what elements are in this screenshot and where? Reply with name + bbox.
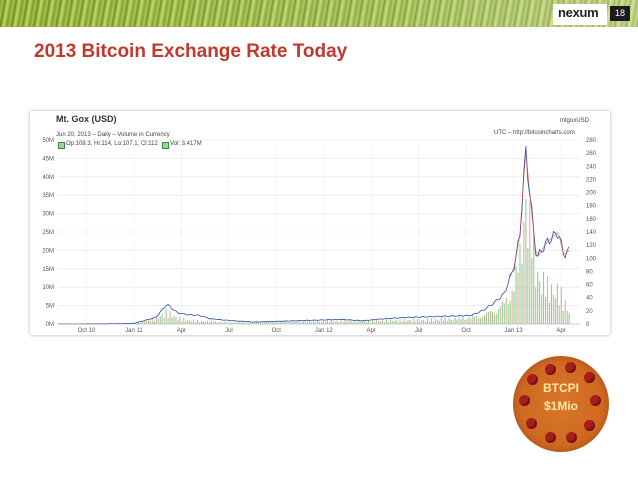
y-right-tick-label: 240 — [586, 164, 597, 170]
pepperoni — [584, 420, 595, 431]
x-tick-label: Jan 12 — [315, 328, 334, 334]
ohlc-legend: Op:108.3, Hi:114, Lo:107.1, Cl:112 — [66, 141, 158, 147]
y-left-tick-label: 20M — [42, 248, 54, 254]
nexum-logo: nexum — [558, 5, 599, 20]
x-tick-label: Oct — [461, 328, 471, 334]
pizza-label-btcpi: BTCPI — [543, 381, 579, 395]
y-left-tick-label: 45M — [42, 156, 54, 162]
price-series-line — [58, 146, 570, 325]
axis-labels: 0M 5M 10M 15M 20M 25M 30M 35M 40M 45M 50M 0 20 40 60 80… — [42, 138, 596, 334]
pepperoni — [566, 432, 577, 443]
x-tick-label: Apr — [556, 328, 565, 334]
x-tick-label: Jul — [225, 328, 233, 334]
y-right-tick-label: 260 — [586, 151, 597, 157]
x-tick-label: Jan 11 — [125, 328, 143, 334]
y-right-tick-label: 100 — [586, 256, 597, 262]
header-banner — [0, 0, 638, 27]
logo-background — [553, 4, 607, 25]
y-right-tick-label: 140 — [586, 230, 597, 236]
x-tick-label: Oct 10 — [78, 328, 96, 334]
y-right-tick-label: 80 — [586, 269, 593, 275]
y-left-tick-label: 15M — [42, 267, 54, 273]
y-right-tick-label: 220 — [586, 177, 597, 183]
y-right-tick-label: 120 — [586, 243, 597, 249]
chart-subtitle: Jun 20, 2013 – Daily – Volume in Currenc… — [56, 132, 170, 138]
x-tick-label: Apr — [367, 328, 376, 334]
y-left-tick-label: 10M — [42, 285, 54, 291]
y-left-tick-label: 35M — [42, 193, 54, 199]
pepperoni — [519, 395, 530, 406]
x-tick-label: Apr — [177, 328, 186, 334]
y-left-tick-label: 30M — [42, 212, 54, 218]
y-right-tick-label: 160 — [586, 217, 597, 223]
y-right-tick-label: 60 — [586, 283, 593, 289]
price-spike-line — [509, 152, 570, 278]
y-right-tick-label: 180 — [586, 204, 597, 210]
source-label: mtgoxUSD — [560, 118, 590, 124]
y-left-tick-label: 40M — [42, 175, 54, 181]
ohlc-legend-swatch — [58, 142, 65, 149]
pizza-label-amount: $1Mio — [543, 399, 578, 413]
y-right-tick-label: 280 — [586, 138, 597, 144]
slide-title: 2013 Bitcoin Exchange Rate Today — [34, 41, 348, 62]
y-left-tick-label: 50M — [42, 138, 54, 144]
pepperoni — [590, 395, 601, 406]
y-left-tick-label: 5M — [46, 304, 54, 310]
y-right-tick-label: 0 — [586, 322, 590, 328]
y-right-tick-label: 200 — [586, 191, 597, 197]
x-tick-label: Jul — [415, 328, 423, 334]
y-right-tick-label: 20 — [586, 309, 593, 315]
page-number: 18 — [610, 6, 630, 21]
pepperoni — [527, 374, 538, 385]
volume-legend: Vol: 3.417M — [170, 141, 202, 147]
price-line — [58, 146, 570, 325]
pepperoni — [545, 364, 556, 375]
pepperoni — [565, 362, 576, 373]
pepperoni — [526, 418, 537, 429]
y-right-tick-label: 40 — [586, 296, 593, 302]
volume-legend-swatch — [162, 142, 169, 149]
pepperoni — [545, 432, 556, 443]
header-banner-fade — [0, 0, 638, 27]
chart-title: Mt. Gox (USD) — [56, 114, 117, 124]
volume-bars — [59, 198, 570, 324]
y-left-tick-label: 25M — [42, 230, 54, 236]
pepperoni — [584, 372, 595, 383]
timezone-label: UTC – http://bitcoincharts.com — [494, 130, 575, 136]
y-left-tick-label: 0M — [46, 322, 54, 328]
x-tick-label: Jan 13 — [505, 328, 524, 334]
x-tick-label: Oct — [272, 328, 282, 334]
